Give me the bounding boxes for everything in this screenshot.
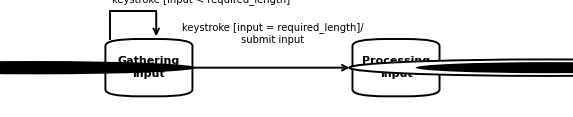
Ellipse shape bbox=[350, 59, 573, 76]
Text: keystroke [input = required_length]/
submit input: keystroke [input = required_length]/ sub… bbox=[182, 22, 364, 45]
Text: Processing
input: Processing input bbox=[362, 57, 430, 79]
Ellipse shape bbox=[415, 62, 573, 73]
Ellipse shape bbox=[0, 61, 196, 74]
FancyBboxPatch shape bbox=[352, 39, 439, 96]
Text: keystroke [input < required_length]: keystroke [input < required_length] bbox=[112, 0, 291, 5]
FancyBboxPatch shape bbox=[105, 39, 193, 96]
Text: Gathering
input: Gathering input bbox=[118, 57, 180, 79]
